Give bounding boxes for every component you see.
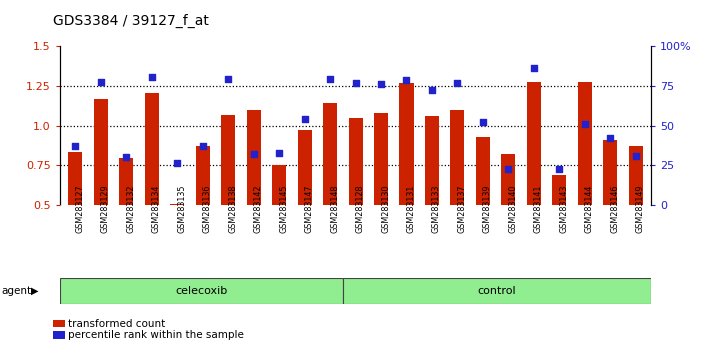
Point <box>273 150 284 156</box>
Text: GSM283135: GSM283135 <box>177 185 186 233</box>
Point <box>375 81 386 87</box>
Point <box>528 65 539 70</box>
Point <box>70 143 81 148</box>
Text: GSM283136: GSM283136 <box>203 185 212 233</box>
Text: percentile rank within the sample: percentile rank within the sample <box>68 330 244 340</box>
FancyBboxPatch shape <box>343 278 651 304</box>
Bar <box>170 204 184 205</box>
Bar <box>144 93 158 205</box>
Text: GSM283130: GSM283130 <box>381 185 390 233</box>
Bar <box>629 145 643 205</box>
Point <box>427 87 438 93</box>
Point <box>172 160 183 166</box>
Text: GSM283138: GSM283138 <box>228 185 237 233</box>
Text: GSM283141: GSM283141 <box>534 185 543 233</box>
Point <box>222 76 234 81</box>
Text: GSM283133: GSM283133 <box>432 185 441 233</box>
Bar <box>298 131 312 205</box>
Text: GSM283127: GSM283127 <box>75 185 84 233</box>
Text: celecoxib: celecoxib <box>175 286 227 296</box>
Point <box>325 76 336 81</box>
Text: GSM283144: GSM283144 <box>585 185 594 233</box>
Text: GSM283131: GSM283131 <box>406 185 415 233</box>
Bar <box>119 158 133 205</box>
FancyBboxPatch shape <box>60 278 343 304</box>
Text: GSM283142: GSM283142 <box>253 185 263 233</box>
Text: GSM283132: GSM283132 <box>126 185 135 233</box>
Point <box>579 121 591 127</box>
Bar <box>451 110 465 205</box>
Bar <box>476 137 490 205</box>
Text: ▶: ▶ <box>31 286 39 296</box>
Point <box>630 153 641 159</box>
Point <box>248 151 259 156</box>
Bar <box>348 118 363 205</box>
Text: GSM283134: GSM283134 <box>151 185 161 233</box>
Text: GSM283145: GSM283145 <box>279 185 288 233</box>
Point <box>350 81 361 86</box>
Point <box>554 166 565 171</box>
Point <box>120 154 132 160</box>
Bar <box>425 116 439 205</box>
Text: GSM283129: GSM283129 <box>101 185 110 233</box>
Point <box>503 166 514 171</box>
Bar <box>527 82 541 205</box>
Point <box>197 143 208 148</box>
Text: GSM283147: GSM283147 <box>305 185 313 233</box>
Bar <box>94 98 108 205</box>
Text: GSM283128: GSM283128 <box>356 185 365 233</box>
Bar <box>323 103 337 205</box>
Point <box>452 81 463 86</box>
Point <box>477 120 489 125</box>
Bar <box>221 114 235 205</box>
Text: GSM283139: GSM283139 <box>483 185 492 233</box>
Point <box>95 79 106 85</box>
Bar <box>399 82 413 205</box>
Bar <box>272 165 286 205</box>
Text: GSM283149: GSM283149 <box>636 185 645 233</box>
Text: GDS3384 / 39127_f_at: GDS3384 / 39127_f_at <box>53 14 208 28</box>
Bar <box>603 140 617 205</box>
Text: GSM283137: GSM283137 <box>458 185 467 233</box>
Point <box>146 74 157 80</box>
Text: transformed count: transformed count <box>68 319 165 329</box>
Point <box>299 116 310 122</box>
Bar <box>501 154 515 205</box>
Bar <box>553 175 567 205</box>
Bar <box>578 82 592 205</box>
Point <box>605 136 616 141</box>
Text: GSM283143: GSM283143 <box>560 185 568 233</box>
Bar <box>68 152 82 205</box>
Text: GSM283140: GSM283140 <box>508 185 517 233</box>
Text: GSM283148: GSM283148 <box>330 185 339 233</box>
Point <box>401 78 412 83</box>
Text: agent: agent <box>1 286 32 296</box>
Bar <box>374 113 388 205</box>
Bar <box>246 110 260 205</box>
Text: control: control <box>477 286 516 296</box>
Bar <box>196 147 210 205</box>
Text: GSM283146: GSM283146 <box>610 185 620 233</box>
